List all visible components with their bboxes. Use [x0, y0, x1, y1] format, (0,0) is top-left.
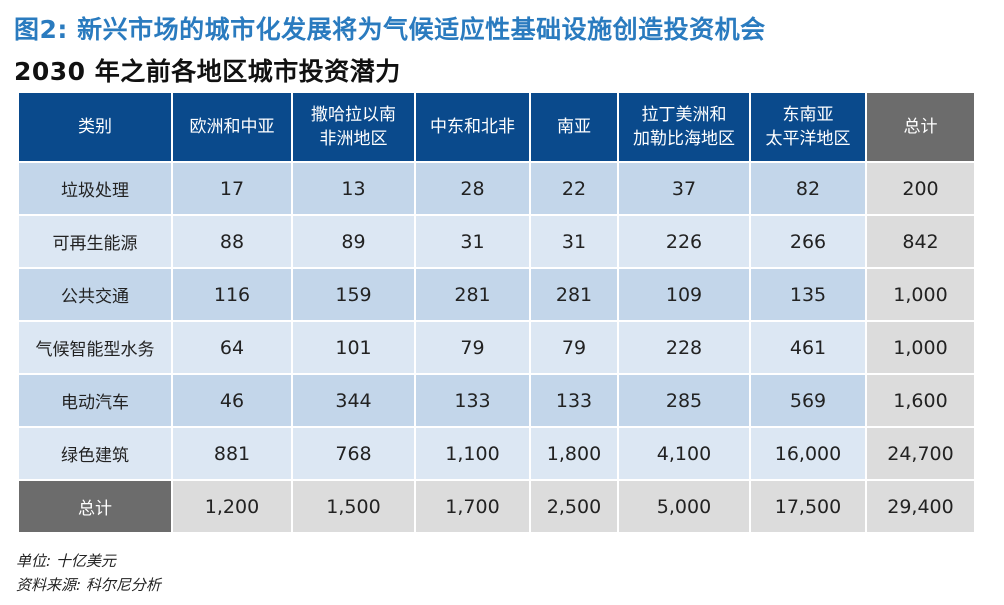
value-cell: 768: [293, 428, 414, 479]
col-header-latin-america-caribbean: 拉丁美洲和 加勒比海地区: [619, 93, 749, 161]
row-header-total: 总计: [19, 481, 171, 532]
value-cell: 109: [619, 269, 749, 320]
value-cell: 79: [416, 322, 529, 373]
value-cell: 13: [293, 163, 414, 214]
col-header-category: 类别: [19, 93, 171, 161]
value-cell: 228: [619, 322, 749, 373]
row-header: 垃圾处理: [19, 163, 171, 214]
value-cell: 101: [293, 322, 414, 373]
value-cell: 79: [531, 322, 617, 373]
value-cell: 4,100: [619, 428, 749, 479]
col-header-south-asia: 南亚: [531, 93, 617, 161]
value-cell: 16,000: [751, 428, 865, 479]
figure-title: 图2: 新兴市场的城市化发展将为气候适应性基础设施创造投资机会: [14, 15, 766, 44]
value-cell: 569: [751, 375, 865, 426]
value-cell: 31: [531, 216, 617, 267]
col-header-europe-central-asia: 欧洲和中亚: [173, 93, 291, 161]
total-cell: 17,500: [751, 481, 865, 532]
value-cell: 281: [416, 269, 529, 320]
col-header-east-asia-pacific: 东南亚 太平洋地区: [751, 93, 865, 161]
table-row: 电动汽车 46 344 133 133 285 569 1,600: [19, 375, 974, 426]
value-cell: 1,100: [416, 428, 529, 479]
col-header-mena: 中东和北非: [416, 93, 529, 161]
row-header: 绿色建筑: [19, 428, 171, 479]
total-cell: 2,500: [531, 481, 617, 532]
table-row: 垃圾处理 17 13 28 22 37 82 200: [19, 163, 974, 214]
row-header: 电动汽车: [19, 375, 171, 426]
source-note: 资料来源: 科尔尼分析: [16, 576, 161, 594]
table-row: 公共交通 116 159 281 281 109 135 1,000: [19, 269, 974, 320]
value-cell: 116: [173, 269, 291, 320]
col-header-total: 总计: [867, 93, 974, 161]
total-cell: 1,500: [293, 481, 414, 532]
total-row: 总计 1,200 1,500 1,700 2,500 5,000 17,500 …: [19, 481, 974, 532]
value-cell: 28: [416, 163, 529, 214]
value-cell: 46: [173, 375, 291, 426]
table-row: 可再生能源 88 89 31 31 226 266 842: [19, 216, 974, 267]
row-header: 可再生能源: [19, 216, 171, 267]
value-cell: 22: [531, 163, 617, 214]
value-cell: 461: [751, 322, 865, 373]
value-cell: 17: [173, 163, 291, 214]
investment-table: 类别 欧洲和中亚 撒哈拉以南 非洲地区 中东和北非 南亚 拉丁美洲和 加勒比海地区 …: [17, 91, 976, 534]
row-total-cell: 842: [867, 216, 974, 267]
value-cell: 285: [619, 375, 749, 426]
value-cell: 881: [173, 428, 291, 479]
table-title: 2030 年之前各地区城市投资潜力: [14, 57, 401, 86]
row-total-cell: 200: [867, 163, 974, 214]
value-cell: 1,800: [531, 428, 617, 479]
row-total-cell: 1,000: [867, 269, 974, 320]
row-total-cell: 1,000: [867, 322, 974, 373]
value-cell: 37: [619, 163, 749, 214]
value-cell: 281: [531, 269, 617, 320]
value-cell: 266: [751, 216, 865, 267]
table-row: 绿色建筑 881 768 1,100 1,800 4,100 16,000 24,700: [19, 428, 974, 479]
col-header-sub-saharan-africa: 撒哈拉以南 非洲地区: [293, 93, 414, 161]
row-header: 气候智能型水务: [19, 322, 171, 373]
total-cell: 1,700: [416, 481, 529, 532]
unit-note: 单位: 十亿美元: [16, 552, 116, 570]
table-row: 气候智能型水务 64 101 79 79 228 461 1,000: [19, 322, 974, 373]
value-cell: 133: [416, 375, 529, 426]
value-cell: 31: [416, 216, 529, 267]
value-cell: 89: [293, 216, 414, 267]
total-cell: 5,000: [619, 481, 749, 532]
value-cell: 64: [173, 322, 291, 373]
header-row: 类别 欧洲和中亚 撒哈拉以南 非洲地区 中东和北非 南亚 拉丁美洲和 加勒比海地区 …: [19, 93, 974, 161]
row-header: 公共交通: [19, 269, 171, 320]
value-cell: 82: [751, 163, 865, 214]
value-cell: 159: [293, 269, 414, 320]
value-cell: 226: [619, 216, 749, 267]
value-cell: 133: [531, 375, 617, 426]
value-cell: 88: [173, 216, 291, 267]
grand-total-cell: 29,400: [867, 481, 974, 532]
row-total-cell: 1,600: [867, 375, 974, 426]
row-total-cell: 24,700: [867, 428, 974, 479]
value-cell: 135: [751, 269, 865, 320]
value-cell: 344: [293, 375, 414, 426]
total-cell: 1,200: [173, 481, 291, 532]
